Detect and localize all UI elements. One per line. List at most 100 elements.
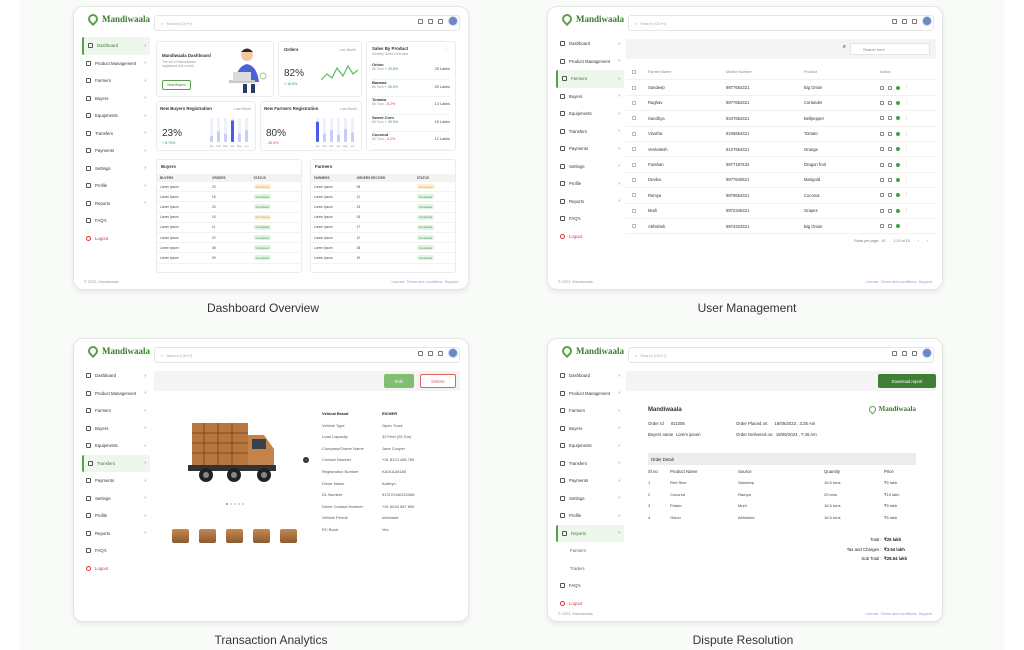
sidebar-item-buyers[interactable]: Buyers ›: [556, 88, 624, 106]
table-row[interactable]: Lorem Ipsum 15 Completed: [157, 191, 301, 203]
approve-icon[interactable]: [896, 177, 900, 182]
table-row[interactable]: Lorem Ipsum 12 Completed: [311, 232, 455, 244]
sidebar-item-logout[interactable]: Logout: [556, 595, 624, 613]
search-input[interactable]: ⌕ Search (Ctrl+/): [628, 347, 934, 363]
sidebar-item-profile[interactable]: Profile ›: [82, 177, 150, 195]
more-icon[interactable]: ⋮: [904, 192, 909, 199]
table-row[interactable]: Lorem Ipsum 17 Completed: [311, 222, 455, 233]
approve-icon[interactable]: [896, 193, 900, 198]
avatar[interactable]: [922, 348, 932, 358]
view-icon[interactable]: [888, 116, 892, 121]
table-row[interactable]: Lorem Ipsum 09 Completed: [157, 252, 301, 264]
avatar[interactable]: [448, 16, 458, 26]
next-page-icon[interactable]: ›: [926, 239, 928, 244]
view-icon[interactable]: [888, 131, 892, 136]
sidebar-item-profile[interactable]: Profile ›: [82, 507, 150, 525]
sidebar-item-product-management[interactable]: Product Management ›: [82, 55, 150, 73]
sidebar-item-payments[interactable]: Payments ›: [556, 472, 624, 490]
delete-icon[interactable]: [880, 116, 884, 121]
delete-icon[interactable]: [880, 100, 884, 105]
approve-icon[interactable]: [896, 100, 900, 105]
table-row[interactable]: Murli 9872345321 Grapes ⋮: [626, 204, 936, 219]
delete-icon[interactable]: [880, 131, 884, 136]
delete-button[interactable]: Delete: [420, 374, 456, 388]
more-icon[interactable]: ⋮: [444, 46, 449, 52]
sidebar-item-farmers[interactable]: Farmers ›: [82, 72, 150, 90]
table-row[interactable]: Raghav 9877654321 Coriander ⋮: [626, 96, 936, 112]
sidebar-item-equipments[interactable]: Equipments ›: [556, 437, 624, 455]
sidebar-item-reports[interactable]: Reports ›: [82, 195, 150, 213]
truck-thumbnail[interactable]: [253, 529, 270, 543]
sidebar-item-product-management[interactable]: Product Management ›: [556, 385, 624, 403]
table-search-input[interactable]: Search here: [850, 43, 930, 55]
approve-icon[interactable]: [896, 162, 900, 167]
sidebar-item-equipments[interactable]: Equipments ›: [82, 437, 150, 455]
grid-icon[interactable]: [428, 18, 433, 24]
approve-icon[interactable]: [896, 116, 900, 121]
bell-icon[interactable]: [912, 350, 917, 356]
sidebar-item-profile[interactable]: Profile ›: [556, 175, 624, 193]
translate-icon[interactable]: [892, 350, 897, 356]
sidebar-item-payments[interactable]: Payments ›: [556, 140, 624, 158]
sidebar-item-farmers[interactable]: Farmers ›: [556, 402, 624, 420]
view-icon[interactable]: [888, 208, 892, 213]
truck-thumbnail[interactable]: [280, 529, 297, 543]
next-image-icon[interactable]: ›: [303, 457, 309, 463]
sidebar-item-settings[interactable]: Settings ›: [556, 490, 624, 508]
sidebar-item-buyers[interactable]: Buyers ›: [82, 420, 150, 438]
grid-icon[interactable]: [902, 18, 907, 24]
sidebar-item-farmers[interactable]: Farmers ›: [82, 402, 150, 420]
sidebar-item-profile[interactable]: Profile ›: [556, 507, 624, 525]
view-icon[interactable]: [888, 100, 892, 105]
view-icon[interactable]: [888, 177, 892, 182]
carousel-dot[interactable]: [230, 503, 232, 505]
bell-icon[interactable]: [438, 350, 443, 356]
sidebar-item-reports[interactable]: Reports ›: [556, 193, 624, 211]
sidebar-item-faq-s[interactable]: FAQ's: [82, 542, 150, 560]
translate-icon[interactable]: [892, 18, 897, 24]
more-icon[interactable]: ⋮: [904, 84, 909, 91]
table-row[interactable]: Venkatesh 9127654321 Orange ⋮: [626, 142, 936, 158]
grid-icon[interactable]: [902, 350, 907, 356]
table-row[interactable]: Farahan 9877187432 Dragon fruit ⋮: [626, 157, 936, 173]
sidebar-item-equipments[interactable]: Equipments ›: [556, 105, 624, 123]
table-row[interactable]: Lorem Ipsum 12 Completed: [311, 191, 455, 203]
sidebar-item-dashboard[interactable]: Dashboard ›: [82, 367, 150, 385]
delete-icon[interactable]: [880, 208, 884, 213]
table-row[interactable]: Lorem Ipsum 08 Completed: [157, 242, 301, 254]
delete-icon[interactable]: [880, 177, 884, 182]
more-icon[interactable]: ⋮: [904, 176, 909, 183]
sidebar-item-logout[interactable]: Logout: [82, 560, 150, 578]
carousel-dot[interactable]: [234, 503, 236, 505]
truck-thumbnail[interactable]: [199, 529, 216, 543]
table-row[interactable]: Ramya 9879654321 Coconut ⋮: [626, 188, 936, 204]
carousel-dot[interactable]: [238, 503, 240, 505]
prev-page-icon[interactable]: ‹: [917, 239, 919, 244]
more-icon[interactable]: ⋮: [904, 161, 909, 168]
row-checkbox[interactable]: [632, 131, 636, 136]
sidebar-item-faq-s[interactable]: FAQ's: [82, 212, 150, 230]
delete-icon[interactable]: [880, 224, 884, 229]
edit-button[interactable]: Edit: [384, 374, 414, 388]
more-icon[interactable]: ⋮: [904, 130, 909, 137]
table-row[interactable]: Abhishek 9874324321 Big Onion ⋮: [626, 219, 936, 235]
download-report-button[interactable]: Download report: [878, 374, 936, 388]
sidebar-item-faq-s[interactable]: FAQ's: [556, 577, 624, 595]
search-input[interactable]: ⌕ Search (Ctrl+/): [154, 15, 460, 31]
table-row[interactable]: Sandhya 9347654321 Bellpepper ⋮: [626, 111, 936, 127]
search-input[interactable]: ⌕ Search (Ctrl+/): [154, 347, 460, 363]
sidebar-item-product-management[interactable]: Product Management ›: [556, 53, 624, 71]
table-row[interactable]: Lorem Ipsum 15 Processing: [157, 212, 301, 223]
approve-icon[interactable]: [896, 208, 900, 213]
carousel-dot[interactable]: [242, 503, 244, 505]
bell-icon[interactable]: [438, 18, 443, 24]
sidebar-item-transfers[interactable]: Transfers ›: [556, 123, 624, 141]
more-icon[interactable]: ⋮: [904, 115, 909, 122]
more-icon[interactable]: ⋮: [904, 207, 909, 214]
sidebar-item-settings[interactable]: Settings ›: [82, 490, 150, 508]
approve-icon[interactable]: [896, 85, 900, 90]
delete-icon[interactable]: [880, 147, 884, 152]
table-row[interactable]: Devika 9877640621 Marigold ⋮: [626, 173, 936, 189]
row-checkbox[interactable]: [632, 116, 636, 121]
sidebar-item-dashboard[interactable]: Dashboard ›: [82, 37, 150, 55]
